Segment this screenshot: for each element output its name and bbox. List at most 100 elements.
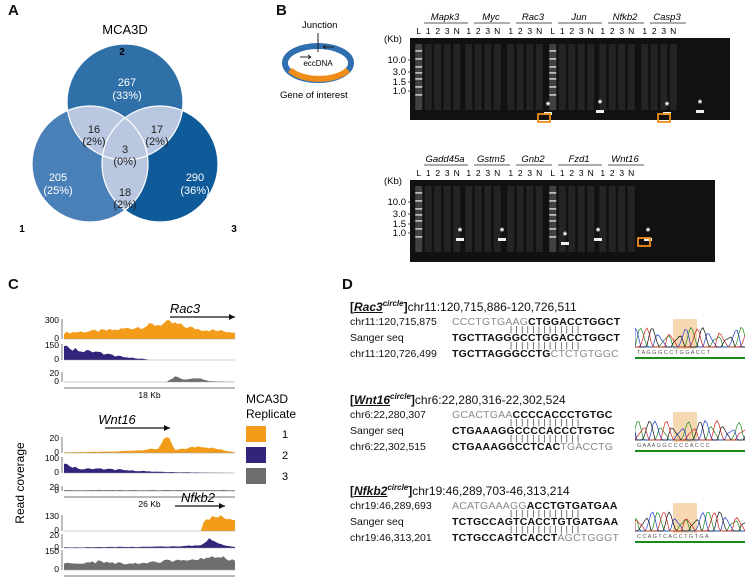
legend-swatch-1 (246, 426, 266, 442)
coverage-area-rep1 (64, 320, 235, 339)
venn-only3-count: 290 (186, 172, 204, 184)
band (561, 242, 569, 245)
gene-arrowhead (164, 425, 170, 431)
sequence-row: TCTGCCAGTCACCTAGCTGGGT (452, 532, 619, 544)
junction-label: Junction (302, 20, 337, 31)
ladder-band (549, 192, 557, 194)
sequence-row-label: chr11:120,726,499 (350, 348, 437, 360)
track-tick-zero: 0 (54, 485, 59, 495)
lane-label: 3 (661, 26, 666, 36)
lane (484, 186, 492, 252)
junction-coords: chr19:46,289,703-46,313,214 (412, 484, 570, 498)
gene-header-rac3: Rac3 (522, 12, 545, 23)
sequence-row-label: chr19:46,313,201 (350, 532, 432, 544)
eccdna-schematic: Junction eccDNA Gene of interest (280, 20, 354, 101)
sequence-row-label: Sanger seq (350, 516, 404, 528)
track-tick-zero: 0 (54, 447, 59, 457)
lane-label: N (588, 168, 594, 178)
lane-label: 3 (445, 168, 450, 178)
lane (650, 44, 658, 110)
ladder-band (415, 192, 423, 194)
junction-header: [Nfkb2circle]chr19:46,289,703-46,313,214 (350, 483, 570, 498)
sequence-row: TGCTTAGGGCCTGGACCTGGCT (452, 332, 620, 344)
lane (577, 186, 585, 252)
lane-label: 3 (445, 26, 450, 36)
lane (434, 186, 442, 252)
legend-swatch-3 (246, 468, 266, 484)
ladder-band (549, 58, 557, 60)
gene-arrowhead (219, 503, 225, 509)
lane-label: N (494, 26, 500, 36)
lane (443, 44, 451, 110)
lane-label: N (536, 168, 542, 178)
lane (587, 44, 595, 110)
panel-label-d: D (342, 276, 353, 293)
coverage-area-rep2 (64, 538, 235, 548)
track-tick-zero: 0 (54, 564, 59, 574)
venn-r123-count: 3 (122, 144, 128, 156)
sequence-segment: CCCTGTGAAG (452, 316, 529, 328)
coverage-y-label: Read coverage (13, 442, 27, 524)
lane-label: 1 (466, 168, 471, 178)
track-tick-top: 20 (50, 530, 60, 540)
sequence-segment: CCCCACCCTGTGC (512, 409, 613, 421)
legend-title-line1: MCA3D (246, 392, 288, 406)
sequence-segment: CTGGACCTGGCT (528, 316, 621, 328)
band-star: * (563, 230, 568, 242)
lane-label: 1 (600, 168, 605, 178)
kb-label: (Kb) (384, 34, 402, 45)
lane-label: N (588, 26, 594, 36)
chromatogram-trace (635, 512, 745, 532)
chromatogram-trace (635, 327, 745, 348)
lane (577, 44, 585, 110)
kb-label: (Kb) (384, 176, 402, 187)
band-star: * (598, 98, 603, 110)
sequence-row: TGCTTAGGGCCTGCTCTGTGGC (452, 348, 619, 360)
ladder-mark: 1.5 (393, 77, 406, 88)
sequence-row-label: chr19:46,289,693 (350, 500, 432, 512)
lane-label: N (454, 26, 460, 36)
legend-label-3: 3 (282, 471, 288, 483)
alignment-bars: ||||||||||||| (510, 434, 583, 443)
venn-only2-count: 267 (118, 77, 136, 89)
band (696, 110, 704, 113)
lane-label: 1 (466, 26, 471, 36)
junction-highlight (673, 319, 697, 349)
lane (608, 186, 616, 252)
lane-label: 3 (485, 168, 490, 178)
panel-label-a: A (8, 2, 19, 19)
ladder-band (415, 214, 423, 216)
chromatogram-bases: T A G G G C C T G G A C C T (637, 350, 711, 356)
lane (424, 186, 432, 252)
ladder-band (415, 72, 423, 74)
venn-label-3: 3 (231, 224, 237, 235)
venn-r13-pct: (2%) (113, 199, 136, 211)
band (644, 238, 652, 241)
alignment-bars: ||||||||||||| (510, 509, 583, 518)
venn-r12-pct: (2%) (82, 136, 105, 148)
lane-label: 2 (476, 26, 481, 36)
junction-gene: Rac3 (354, 300, 383, 314)
ladder-band (549, 208, 557, 210)
ladder-band (415, 50, 423, 52)
venn-diagram: MCA3D 2 1 3 267 (33%) 205 (25%) 290 (36%… (19, 22, 237, 235)
lane (618, 44, 626, 110)
chromatogram-bases: G A A A G G C C C C A C C C (637, 443, 710, 449)
band (456, 238, 464, 241)
sequence-row: ACATGAAAGGACCTGTGATGAA (452, 500, 618, 512)
lane (415, 186, 423, 252)
lane-label: N (454, 168, 460, 178)
ladder-band (549, 228, 557, 230)
lane (507, 186, 515, 252)
coverage-area-rep1 (64, 437, 235, 453)
lane (493, 186, 501, 252)
ladder-band (415, 86, 423, 88)
gene-header-fzd1: Fzd1 (568, 154, 589, 165)
ladder-band (549, 236, 557, 238)
track-tick-top: 20 (50, 368, 60, 378)
coverage-area-rep2 (64, 463, 235, 473)
band-highlight-box (537, 113, 551, 123)
lane-label: 2 (610, 26, 615, 36)
ladder-band (549, 86, 557, 88)
